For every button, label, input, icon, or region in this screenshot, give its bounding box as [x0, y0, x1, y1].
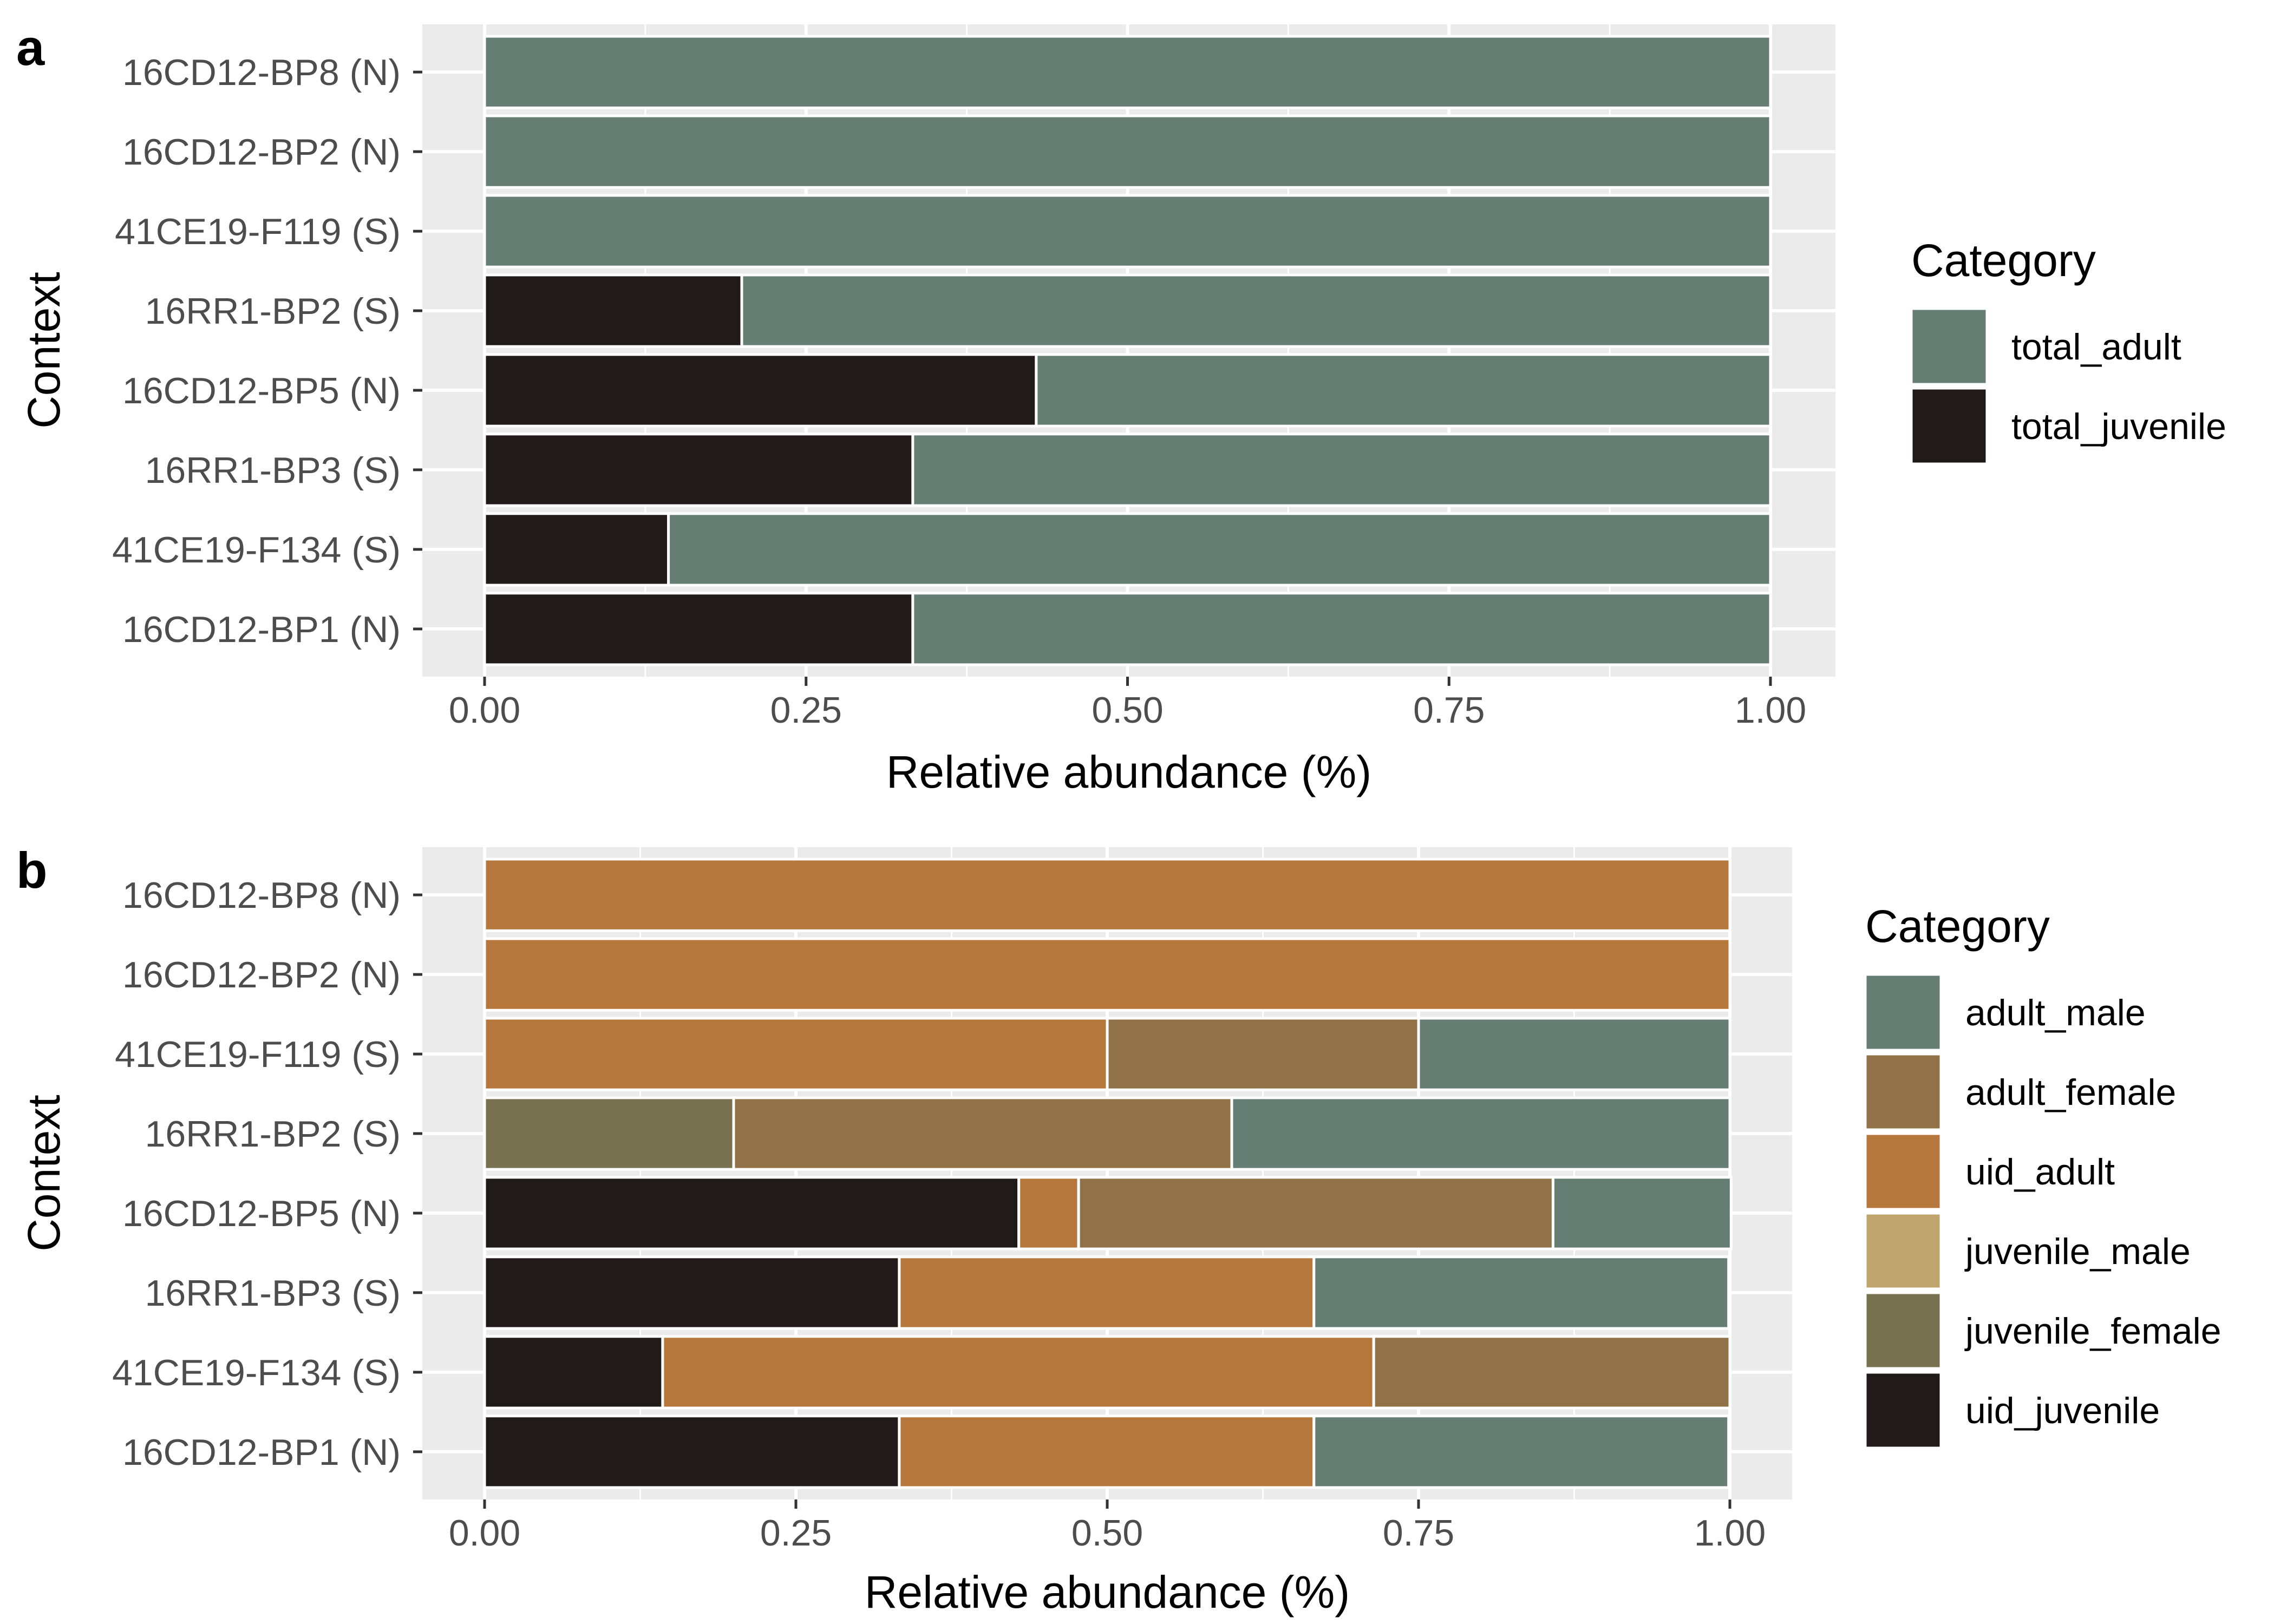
y-tick-label: 16RR1-BP3 (S): [145, 450, 401, 491]
legend-label-total_adult: total_adult: [2011, 326, 2181, 368]
panel-a-y-axis-title: Context: [18, 272, 69, 429]
y-tick-label: 41CE19-F119 (S): [115, 1034, 401, 1075]
bar-segment-total_adult: [911, 592, 1772, 666]
bar-segment-adult_female: [1106, 1017, 1420, 1091]
bar-segment-uid_adult: [661, 1335, 1375, 1410]
bar-segment-adult_female: [1077, 1176, 1554, 1250]
bar-segment-total_adult: [483, 35, 1772, 109]
bar-segment-total_juvenile: [483, 273, 743, 348]
bar-segment-total_juvenile: [483, 433, 914, 507]
panel-a-y-ticks: 16CD12-BP8 (N) 16CD12-BP2 (N) 41CE19-F119 …: [112, 52, 422, 650]
panel-b-y-ticks: 16CD12-BP8 (N) 16CD12-BP2 (N) 41CE19-F119 …: [112, 875, 422, 1473]
bar-segment-adult_male: [1230, 1096, 1731, 1171]
y-tick-label: 16CD12-BP8 (N): [122, 52, 401, 93]
y-tick-label: 16CD12-BP2 (N): [122, 954, 401, 996]
bar-segment-adult_female: [732, 1096, 1233, 1171]
legend-label-adult_male: adult_male: [1965, 992, 2146, 1033]
legend-label-adult_female: adult_female: [1965, 1072, 2176, 1113]
legend-key-juvenile_male: [1864, 1212, 1943, 1291]
panel-b-legend-items: adult_male adult_female uid_adult juvenile_…: [1864, 973, 2221, 1450]
bar-segment-total_adult: [1035, 353, 1772, 428]
bar-segment-uid_adult: [898, 1415, 1316, 1489]
y-tick-label: 16RR1-BP3 (S): [145, 1273, 401, 1314]
panel-a-legend-title: Category: [1911, 235, 2096, 286]
bar-segment-adult_female: [1372, 1335, 1731, 1410]
bar-segment-total_juvenile: [483, 592, 914, 666]
panel-b-bars: [483, 857, 1733, 1489]
x-tick-label: 0.75: [1413, 690, 1485, 731]
y-tick-label: 16CD12-BP2 (N): [122, 132, 401, 173]
y-tick-label: 16RR1-BP2 (S): [145, 1114, 401, 1155]
legend-label-total_juvenile: total_juvenile: [2011, 406, 2226, 447]
legend-key-uid_juvenile: [1864, 1371, 1943, 1450]
legend-key-uid_adult: [1864, 1132, 1943, 1211]
legend-key-total_adult: [1910, 307, 1989, 386]
legend-label-juvenile_male: juvenile_male: [1964, 1231, 2191, 1272]
bar-segment-uid_juvenile: [483, 1255, 901, 1330]
panel-a: a 16CD12-BP8 (N) 16CD12-BP2 (N) 41CE19-F11…: [16, 19, 2226, 797]
legend-label-uid_adult: uid_adult: [1965, 1151, 2115, 1193]
bar-segment-adult_male: [1312, 1415, 1730, 1489]
bar-segment-total_juvenile: [483, 353, 1038, 428]
bar-segment-juvenile_female: [483, 1096, 735, 1171]
bar-segment-uid_juvenile: [483, 1176, 1021, 1250]
bar-segment-uid_juvenile: [483, 1415, 901, 1489]
bar-segment-total_adult: [911, 433, 1772, 507]
panel-a-x-axis-title: Relative abundance (%): [886, 746, 1372, 797]
legend-label-juvenile_female: juvenile_female: [1964, 1311, 2221, 1352]
bar-segment-total_juvenile: [483, 512, 670, 587]
y-tick-label: 41CE19-F119 (S): [115, 211, 401, 252]
bar-segment-uid_adult: [483, 1017, 1109, 1091]
x-tick-label: 0.50: [1071, 1512, 1143, 1554]
legend-key-juvenile_female: [1864, 1291, 1943, 1370]
bar-segment-uid_adult: [1017, 1176, 1080, 1250]
bar-segment-total_adult: [740, 273, 1772, 348]
legend-key-adult_female: [1864, 1052, 1943, 1131]
legend-key-adult_male: [1864, 973, 1943, 1052]
legend-label-uid_juvenile: uid_juvenile: [1965, 1390, 2160, 1431]
panel-b: b 16CD12-BP8 (N) 16CD12-BP2 (N) 41CE19-F11…: [16, 842, 2221, 1618]
legend-key-total_juvenile: [1910, 387, 1989, 466]
y-tick-label: 16CD12-BP5 (N): [122, 370, 401, 411]
bar-segment-uid_juvenile: [483, 1335, 664, 1410]
bar-segment-total_adult: [667, 512, 1772, 587]
panel-a-legend-items: total_adult total_juvenile: [1910, 307, 2226, 466]
y-tick-label: 16CD12-BP5 (N): [122, 1193, 401, 1234]
bar-segment-total_adult: [483, 194, 1772, 269]
panel-b-legend-title: Category: [1865, 901, 2050, 952]
panel-a-bars: [483, 35, 1772, 666]
x-tick-label: 1.00: [1735, 690, 1806, 731]
bar-segment-adult_male: [1551, 1176, 1733, 1250]
x-tick-label: 0.00: [449, 1512, 520, 1554]
bar-segment-uid_adult: [898, 1255, 1316, 1330]
panel-a-letter: a: [16, 19, 45, 76]
panel-b-y-axis-title: Context: [18, 1095, 69, 1252]
bar-segment-adult_male: [1312, 1255, 1730, 1330]
panel-b-letter: b: [16, 842, 47, 899]
y-tick-label: 16CD12-BP1 (N): [122, 609, 401, 650]
y-tick-label: 16CD12-BP8 (N): [122, 875, 401, 916]
panel-b-x-axis-title: Relative abundance (%): [865, 1567, 1350, 1618]
x-tick-label: 0.75: [1383, 1512, 1454, 1554]
x-tick-label: 0.50: [1092, 690, 1163, 731]
x-tick-label: 1.00: [1694, 1512, 1766, 1554]
y-tick-label: 16CD12-BP1 (N): [122, 1432, 401, 1473]
panel-b-x-ticks: 0.00 0.25 0.50 0.75 1.00: [449, 1499, 1766, 1554]
bar-segment-total_adult: [483, 114, 1772, 189]
x-tick-label: 0.25: [770, 690, 842, 731]
panel-a-x-ticks: 0.00 0.25 0.50 0.75 1.00: [449, 677, 1806, 731]
bar-segment-uid_adult: [483, 857, 1731, 932]
x-tick-label: 0.00: [449, 690, 520, 731]
panel-a-legend: Category total_adult total_juvenile: [1910, 235, 2226, 466]
y-tick-label: 41CE19-F134 (S): [112, 1352, 401, 1393]
bar-segment-adult_male: [1417, 1017, 1731, 1091]
y-tick-label: 41CE19-F134 (S): [112, 529, 401, 571]
bar-segment-uid_adult: [483, 937, 1731, 1012]
panel-b-legend: Category adult_male adult_female uid_adult…: [1864, 901, 2221, 1450]
y-tick-label: 16RR1-BP2 (S): [145, 291, 401, 332]
x-tick-label: 0.25: [760, 1512, 832, 1554]
